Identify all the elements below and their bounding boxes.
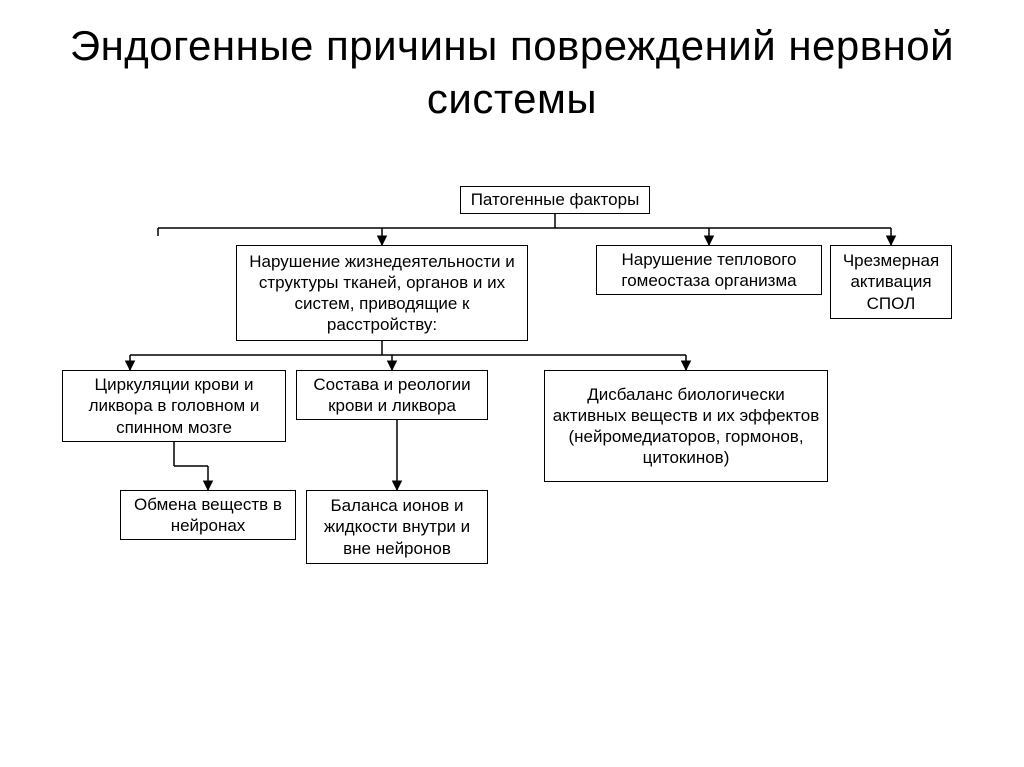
page-title: Эндогенные причины повреждений нервной с… — [0, 20, 1024, 125]
node-composition: Состава и реологии крови и ликвора — [296, 370, 488, 420]
node-label: Дисбаланс биологически активных веществ … — [551, 384, 821, 469]
node-disruption: Нарушение жизнедеятельности и структуры … — [236, 245, 528, 341]
node-label: Баланса ионов и жидкости внутри и вне не… — [313, 495, 481, 559]
node-label: Патогенные факторы — [471, 189, 640, 210]
node-label: Нарушение теплового гомеостаза организма — [603, 249, 815, 292]
node-metabolism: Обмена веществ в нейронах — [120, 490, 296, 540]
node-disbalance: Дисбаланс биологически активных веществ … — [544, 370, 828, 482]
node-label: Чрезмерная активация СПОЛ — [837, 250, 945, 314]
node-thermal: Нарушение теплового гомеостаза организма — [596, 245, 822, 295]
node-root: Патогенные факторы — [460, 186, 650, 214]
node-label: Нарушение жизнедеятельности и структуры … — [243, 251, 521, 336]
node-label: Обмена веществ в нейронах — [127, 494, 289, 537]
node-spol: Чрезмерная активация СПОЛ — [830, 245, 952, 319]
node-label: Циркуляции крови и ликвора в головном и … — [69, 374, 279, 438]
node-label: Состава и реологии крови и ликвора — [303, 374, 481, 417]
node-circulation: Циркуляции крови и ликвора в головном и … — [62, 370, 286, 442]
node-ion-balance: Баланса ионов и жидкости внутри и вне не… — [306, 490, 488, 564]
slide: Эндогенные причины повреждений нервной с… — [0, 0, 1024, 767]
